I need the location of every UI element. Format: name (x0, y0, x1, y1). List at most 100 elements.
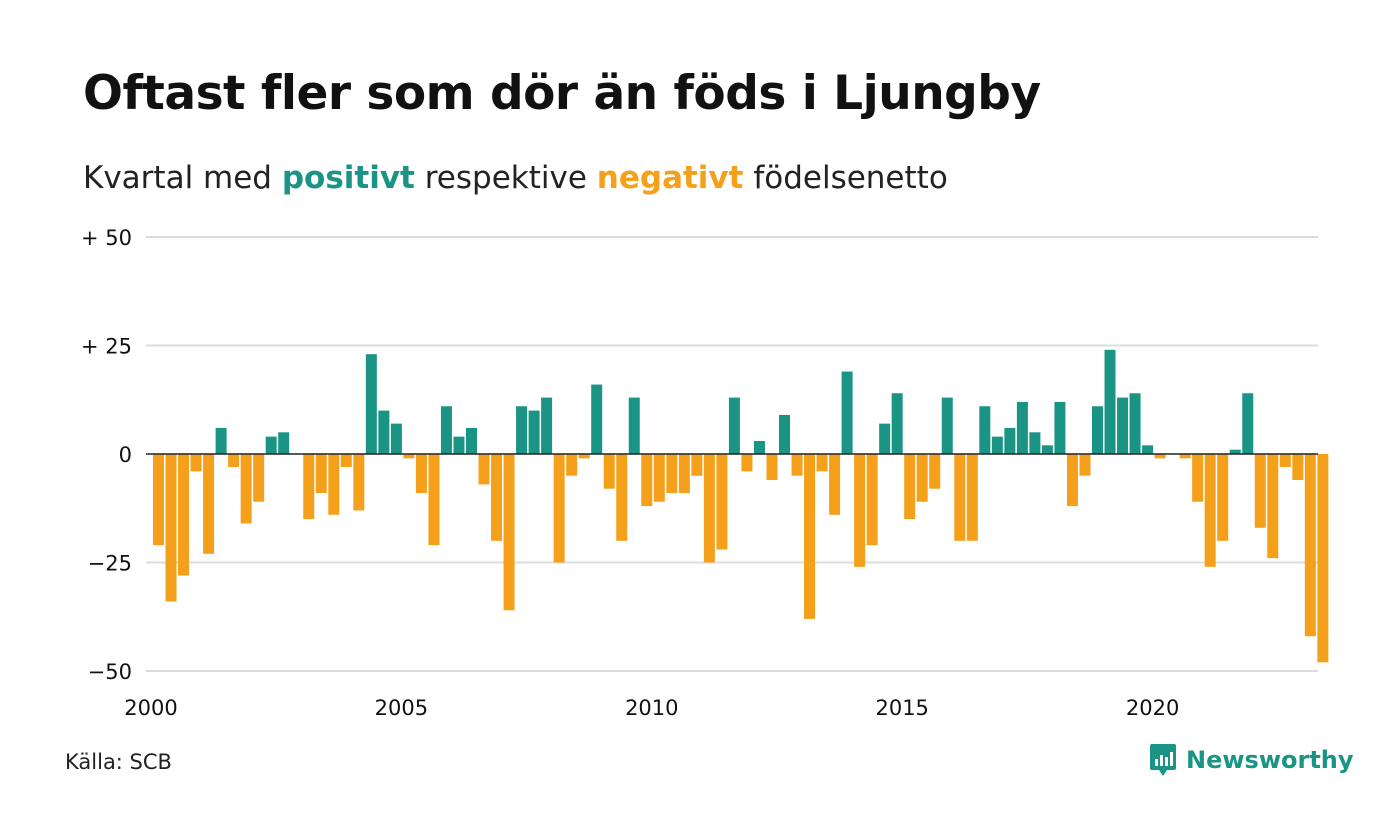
bar (779, 414, 790, 454)
bar (378, 410, 390, 454)
source-note: Källa: SCB (65, 750, 172, 774)
bar (228, 454, 240, 468)
bar (954, 454, 966, 541)
bar (804, 454, 816, 619)
bar (603, 454, 615, 489)
bar (1142, 445, 1154, 454)
chart-subtitle: Kvartal med positivt respektive negativt… (83, 160, 948, 196)
bar (678, 454, 690, 494)
bar (979, 406, 991, 454)
bar (728, 397, 740, 454)
bar (1054, 401, 1066, 454)
bar (1279, 454, 1291, 468)
bar (1016, 401, 1028, 454)
bar (516, 406, 528, 454)
bar (716, 454, 728, 550)
bar (215, 427, 227, 454)
subtitle-middle: respektive (414, 160, 597, 196)
bar (340, 454, 352, 468)
bar (891, 393, 903, 454)
bar (1317, 454, 1329, 663)
bar (666, 454, 678, 494)
newsworthy-logo: Newsworthy (1148, 742, 1354, 778)
bar (766, 454, 778, 481)
bar (1254, 454, 1266, 528)
bar (753, 440, 765, 454)
bar (303, 454, 315, 520)
bar (1029, 432, 1041, 454)
bar (628, 397, 640, 454)
bar (1304, 454, 1316, 637)
bar (278, 432, 290, 454)
bar (453, 436, 465, 454)
x-tick-label: 2010 (625, 696, 678, 720)
bar (541, 397, 553, 454)
bar (991, 436, 1003, 454)
bar (153, 454, 164, 546)
x-tick-label: 2000 (124, 696, 177, 720)
bar (503, 454, 515, 611)
bar (1004, 427, 1016, 454)
y-tick-label: −50 (88, 660, 132, 684)
bar (1079, 454, 1091, 476)
bar (816, 454, 828, 472)
bar (1066, 454, 1078, 507)
bar (353, 454, 365, 511)
bar (1092, 406, 1103, 454)
bar (1192, 454, 1204, 502)
bar (641, 454, 653, 507)
bar (253, 454, 265, 502)
chart-title: Oftast fler som dör än föds i Ljungby (83, 66, 1041, 121)
bar (653, 454, 665, 502)
bar (916, 454, 928, 502)
bar (1204, 454, 1216, 567)
bar (591, 384, 603, 454)
y-tick-label: + 25 (81, 335, 132, 359)
bar (415, 454, 427, 494)
bar (1267, 454, 1279, 559)
y-tick-label: 0 (119, 443, 132, 467)
bar (616, 454, 628, 541)
bar (691, 454, 703, 476)
bar (1242, 393, 1254, 454)
newsworthy-chart-bubble-icon (1150, 744, 1176, 776)
bar (203, 454, 215, 554)
subtitle-positive-word: positivt (281, 160, 415, 196)
bar (791, 454, 803, 476)
x-tick-label: 2015 (875, 696, 928, 720)
bar (829, 454, 841, 515)
grid-lines (146, 236, 1318, 672)
subtitle-negative-word: negativt (596, 160, 744, 196)
bar (866, 454, 878, 546)
bar (966, 454, 978, 541)
bar (165, 454, 177, 602)
bar (904, 454, 916, 520)
bar (403, 454, 415, 459)
bar (1292, 454, 1304, 481)
bar (390, 423, 402, 454)
bar (528, 410, 540, 454)
bar (578, 454, 590, 459)
bar (365, 354, 377, 454)
bar (1229, 449, 1241, 454)
x-tick-label: 2020 (1126, 696, 1179, 720)
bar (190, 454, 202, 472)
bar (841, 371, 853, 454)
bar (854, 454, 866, 567)
bar (1117, 397, 1129, 454)
bar (879, 423, 891, 454)
bar (941, 397, 953, 454)
bar (440, 406, 452, 454)
bar (929, 454, 941, 489)
subtitle-prefix: Kvartal med (83, 160, 282, 196)
bar (553, 454, 565, 563)
bar (1154, 454, 1166, 459)
bar (315, 454, 327, 494)
bar (1104, 349, 1116, 454)
bar (491, 454, 503, 541)
x-tick-label: 2005 (375, 696, 428, 720)
y-axis-tick-labels: + 50 + 25 0 −25 −50 (81, 226, 132, 684)
bars (153, 349, 1329, 663)
bar (328, 454, 340, 515)
